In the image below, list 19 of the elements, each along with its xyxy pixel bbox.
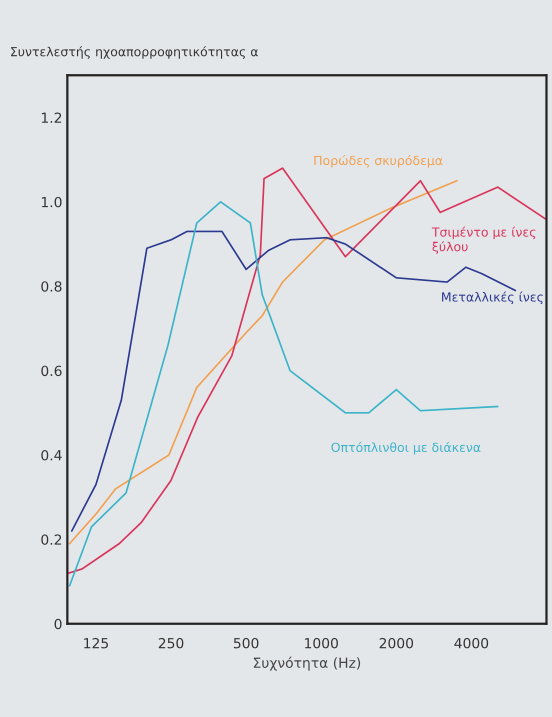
x-tick-label: 250	[158, 638, 184, 648]
series-label: Πορώδες σκυρόδεμα	[314, 155, 442, 168]
y-tick-label: 0.2	[41, 534, 62, 545]
x-tick-label: 4000	[454, 638, 488, 648]
x-tick-label: 500	[234, 638, 258, 648]
x-tick-label: 1000	[305, 638, 338, 648]
y-tick-label: 0.8	[41, 281, 62, 292]
series-label: Τσιμέντο με ίνες ξύλου	[432, 226, 536, 254]
x-axis-title: Συχνότητα (Hz)	[254, 656, 360, 671]
y-tick-label: 1.2	[42, 112, 62, 123]
x-tick-label: 2000	[380, 638, 414, 648]
x-tick-label: 125	[84, 638, 108, 648]
y-tick-label: 0.6	[41, 366, 62, 376]
series-label: Μεταλλικές ίνες	[442, 292, 543, 304]
y-axis-title: Συντελεστής ηχοαπορροφητικότητας α	[11, 46, 258, 59]
y-tick-label: 1.0	[42, 196, 62, 208]
text: Οπτόπλινθοι με διάκενα	[331, 442, 480, 454]
y-tick-label: 0.4	[41, 450, 62, 460]
y-tick-label: 0	[54, 618, 62, 630]
